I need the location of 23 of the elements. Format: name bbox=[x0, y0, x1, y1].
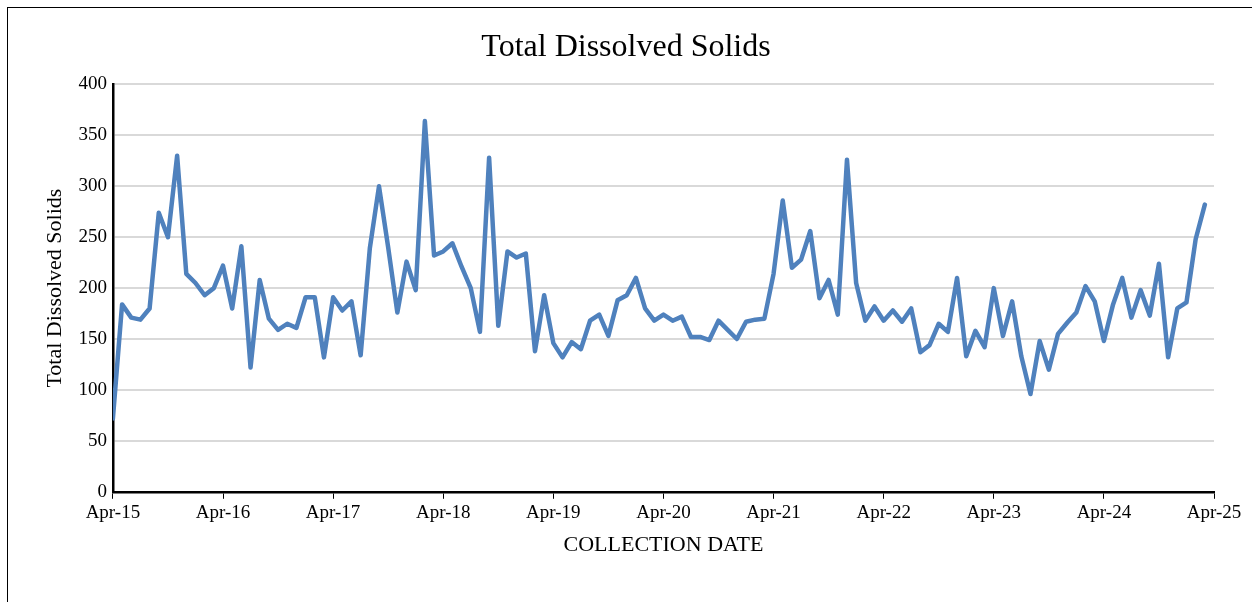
chart-title: Total Dissolved Solids bbox=[481, 26, 771, 63]
x-tick-label: Apr-20 bbox=[636, 501, 691, 523]
y-tick-label: 200 bbox=[78, 276, 107, 298]
y-tick-label: 100 bbox=[78, 377, 107, 399]
y-tick-label: 0 bbox=[97, 479, 107, 501]
x-tick-label: Apr-21 bbox=[746, 501, 801, 523]
x-tick-label: Apr-17 bbox=[305, 501, 361, 523]
x-tick-label: Apr-18 bbox=[415, 501, 471, 523]
x-axis-title: COLLECTION DATE bbox=[563, 530, 764, 556]
y-tick-label: 400 bbox=[78, 72, 107, 94]
x-tick-label: Apr-15 bbox=[85, 501, 141, 523]
y-tick-label: 250 bbox=[78, 225, 107, 247]
y-tick-label: 150 bbox=[78, 327, 107, 349]
x-tick-label: Apr-24 bbox=[1076, 501, 1132, 523]
y-tick-label: 300 bbox=[78, 174, 107, 196]
x-tick-label: Apr-16 bbox=[195, 501, 251, 523]
x-tick-label: Apr-22 bbox=[856, 501, 911, 523]
y-axis-title: Total Dissolved Solids bbox=[40, 188, 66, 388]
x-tick-label: Apr-25 bbox=[1186, 501, 1242, 523]
x-tick-label: Apr-19 bbox=[526, 501, 581, 523]
x-tick-label: Apr-23 bbox=[966, 501, 1022, 523]
y-tick-label: 350 bbox=[78, 123, 107, 145]
y-tick-label: 50 bbox=[87, 428, 107, 450]
